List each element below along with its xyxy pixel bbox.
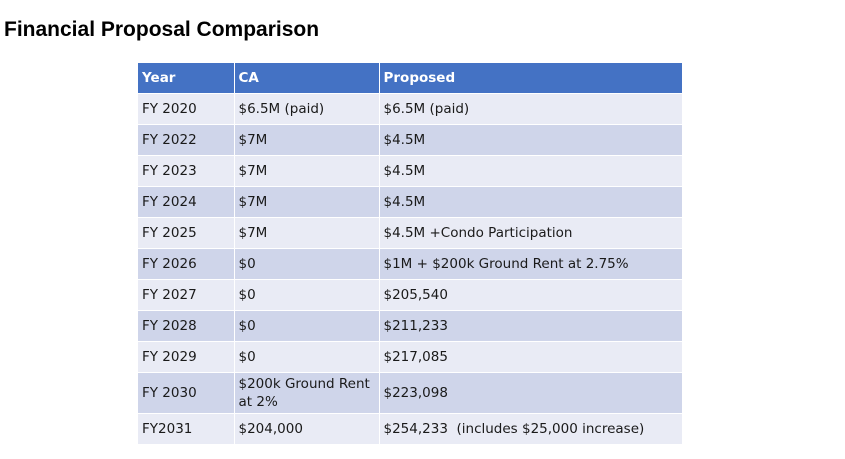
proposed-cell: $217,085 — [379, 341, 682, 373]
ca-cell: $200k Ground Rent at 2% — [234, 372, 380, 414]
table-row: FY 2023 $7M $4.5M — [138, 155, 682, 187]
page-title: Financial Proposal Comparison — [4, 18, 320, 41]
header-proposed: Proposed — [379, 63, 682, 94]
table-row: FY 2030 $200k Ground Rent at 2% $223,098 — [138, 372, 682, 414]
proposed-cell: $4.5M +Condo Participation — [379, 217, 682, 249]
ca-cell: $7M — [234, 124, 380, 156]
ca-cell: $0 — [234, 310, 380, 342]
header-year: Year — [138, 63, 235, 94]
table-row: FY 2028 $0 $211,233 — [138, 310, 682, 342]
year-cell: FY 2026 — [138, 248, 235, 280]
proposed-cell: $223,098 — [379, 372, 682, 414]
year-cell: FY2031 — [138, 413, 235, 445]
ca-cell: $6.5M (paid) — [234, 93, 380, 125]
ca-cell: $7M — [234, 155, 380, 187]
ca-cell: $0 — [234, 279, 380, 311]
ca-cell: $0 — [234, 248, 380, 280]
ca-cell: $7M — [234, 186, 380, 218]
table-header-row: Year CA Proposed — [138, 63, 682, 94]
proposed-cell: $4.5M — [379, 124, 682, 156]
year-cell: FY 2024 — [138, 186, 235, 218]
ca-cell: $204,000 — [234, 413, 380, 445]
year-cell: FY 2028 — [138, 310, 235, 342]
header-ca: CA — [234, 63, 380, 94]
table-row: FY 2027 $0 $205,540 — [138, 279, 682, 311]
proposed-cell: $4.5M — [379, 155, 682, 187]
ca-cell: $7M — [234, 217, 380, 249]
proposed-cell: $254,233 (includes $25,000 increase) — [379, 413, 682, 445]
year-cell: FY 2022 — [138, 124, 235, 156]
proposed-cell: $205,540 — [379, 279, 682, 311]
table-row: FY 2020 $6.5M (paid) $6.5M (paid) — [138, 93, 682, 125]
table-row: FY 2026 $0 $1M + $200k Ground Rent at 2.75… — [138, 248, 682, 280]
table-row: FY 2025 $7M $4.5M +Condo Participation — [138, 217, 682, 249]
year-cell: FY 2027 — [138, 279, 235, 311]
year-cell: FY 2029 — [138, 341, 235, 373]
table-row: FY 2029 $0 $217,085 — [138, 341, 682, 373]
year-cell: FY 2023 — [138, 155, 235, 187]
financial-comparison-table: Year CA Proposed FY 2020 $6.5M (paid) $6.5… — [138, 63, 682, 445]
proposed-cell: $6.5M (paid) — [379, 93, 682, 125]
year-cell: FY 2030 — [138, 372, 235, 414]
ca-cell: $0 — [234, 341, 380, 373]
table-row: FY 2022 $7M $4.5M — [138, 124, 682, 156]
year-cell: FY 2025 — [138, 217, 235, 249]
proposed-cell: $1M + $200k Ground Rent at 2.75% — [379, 248, 682, 280]
year-cell: FY 2020 — [138, 93, 235, 125]
proposed-cell: $4.5M — [379, 186, 682, 218]
table-row: FY2031 $204,000 $254,233 (includes $25,000… — [138, 413, 682, 445]
proposed-cell: $211,233 — [379, 310, 682, 342]
table-row: FY 2024 $7M $4.5M — [138, 186, 682, 218]
